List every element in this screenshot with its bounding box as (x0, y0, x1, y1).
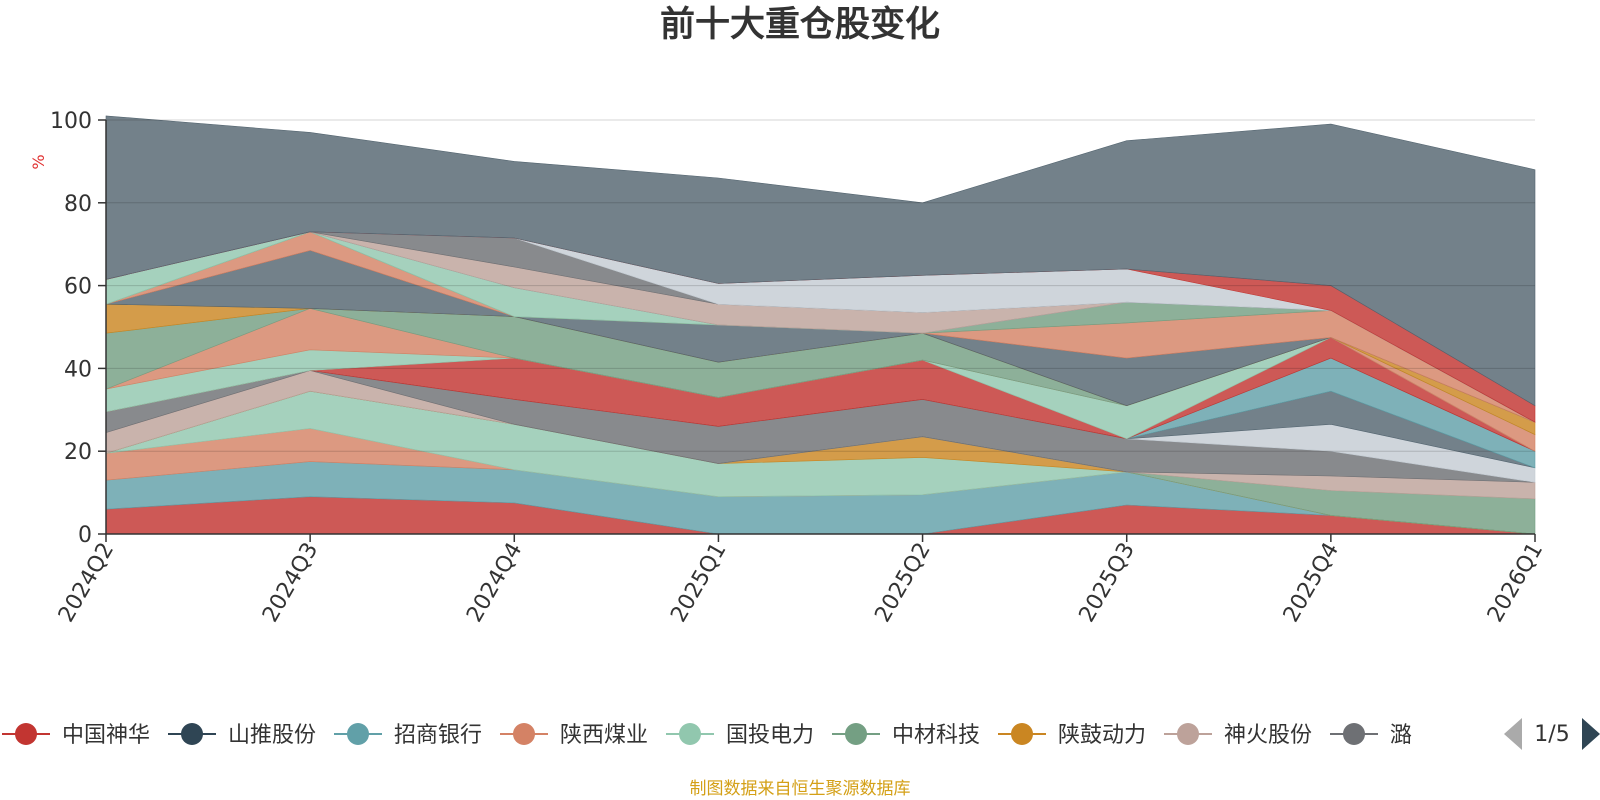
legend-label: 陕鼓动力 (1058, 723, 1146, 748)
legend-next-page-icon[interactable] (1582, 718, 1600, 750)
data-source-note: 制图数据来自恒生聚源数据库 (690, 779, 911, 799)
x-tick-label: 2025Q1 (666, 539, 731, 627)
legend-item[interactable]: 潞 (1330, 723, 1412, 748)
legend-marker-icon (845, 723, 867, 745)
plot-areas (105, 115, 1536, 535)
x-axis: 2024Q2 2024Q3 2024Q4 2025Q1 2025Q2 2025Q3 2025… (54, 533, 1548, 627)
legend-item[interactable]: 中国神华 (2, 723, 150, 748)
legend-marker-icon (513, 723, 535, 745)
gridlines (106, 119, 1535, 535)
legend-items: 中国神华 山推股份 招商银行 陕西煤业 国投电力 中材科技 陕鼓动力 神火股份 潞 (2, 723, 1412, 748)
legend-marker-icon (347, 723, 369, 745)
y-tick-label: 80 (64, 192, 92, 217)
y-tick-label: 20 (64, 440, 92, 465)
legend-item[interactable]: 国投电力 (666, 723, 814, 748)
legend-marker-icon (1177, 723, 1199, 745)
legend-label: 山推股份 (228, 723, 316, 748)
legend-marker-icon (1011, 723, 1033, 745)
y-tick-label: 0 (78, 523, 92, 548)
x-tick-label: 2026Q1 (1483, 539, 1548, 627)
legend-item[interactable]: 陕西煤业 (500, 723, 648, 748)
y-axis: 0 20 40 60 80 100 (50, 109, 107, 548)
legend-marker-icon (181, 723, 203, 745)
x-tick-label: 2025Q3 (1075, 539, 1140, 627)
legend-item[interactable]: 陕鼓动力 (998, 723, 1146, 748)
legend-marker-icon (15, 723, 37, 745)
legend-label: 神火股份 (1224, 723, 1312, 748)
legend-label: 中国神华 (62, 723, 150, 748)
legend[interactable]: 中国神华 山推股份 招商银行 陕西煤业 国投电力 中材科技 陕鼓动力 神火股份 潞 1/5 (2, 718, 1600, 750)
legend-marker-icon (679, 723, 701, 745)
x-tick-label: 2024Q4 (462, 539, 527, 627)
x-tick-label: 2025Q4 (1279, 539, 1344, 627)
legend-item[interactable]: 招商银行 (334, 723, 482, 748)
legend-item[interactable]: 中材科技 (832, 723, 980, 748)
legend-prev-page-icon[interactable] (1504, 718, 1522, 750)
y-tick-label: 100 (50, 109, 92, 134)
legend-marker-icon (1343, 723, 1365, 745)
x-tick-label: 2024Q2 (54, 539, 119, 627)
y-tick-label: 40 (64, 357, 92, 382)
area-series-25 (105, 115, 1536, 407)
legend-label: 陕西煤业 (560, 723, 648, 748)
legend-label: 中材科技 (892, 723, 980, 748)
legend-label: 潞 (1390, 723, 1412, 748)
x-tick-label: 2025Q2 (870, 539, 935, 627)
legend-page-indicator: 1/5 (1534, 722, 1569, 747)
y-axis-label: % (29, 154, 48, 169)
legend-item[interactable]: 神火股份 (1164, 723, 1312, 748)
legend-item[interactable]: 山推股份 (168, 723, 316, 748)
legend-label: 招商银行 (394, 723, 482, 748)
y-tick-label: 60 (64, 275, 92, 300)
chart-title: 前十大重仓股变化 (660, 5, 940, 45)
legend-label: 国投电力 (726, 723, 814, 748)
x-tick-label: 2024Q3 (258, 539, 323, 627)
